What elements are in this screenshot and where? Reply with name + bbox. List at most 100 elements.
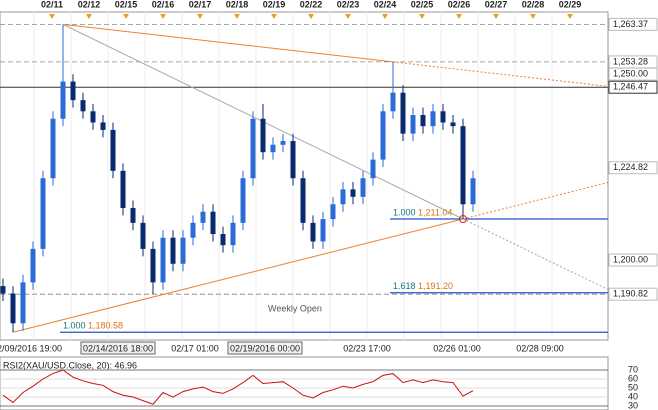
y-tick-label: 1,263.37 [613,19,648,29]
bottom-date: 02/09/2016 19:00 [0,343,62,353]
candle-body [310,222,316,242]
rsi-tick-label: 50 [628,382,638,392]
candle-body [10,293,16,324]
fib-value: 1,191.20 [418,281,453,291]
candle-body [130,207,136,223]
candle-body [90,111,96,123]
marker [459,214,467,223]
candle-body [470,178,476,205]
top-date: 02/18 [226,0,249,9]
annotation: Weekly Open [268,303,322,313]
trendline-ext [462,218,609,290]
candle-body [370,159,376,179]
candle-body [40,178,46,249]
candle-body [260,118,266,153]
top-date: 02/22 [300,0,323,9]
date-marker [197,14,203,19]
candle-body [420,115,426,127]
candle-body [440,111,446,123]
top-date: 02/28 [522,0,545,9]
candle-body [220,234,226,246]
rsi-panel [0,356,609,410]
date-marker [86,14,92,19]
candle-body [380,111,386,160]
candle-body [240,178,246,223]
date-marker [160,14,166,19]
bottom-date: 02/17 01:00 [171,343,219,353]
price-panel [0,11,609,341]
candle-body [180,237,186,264]
candle-body [30,248,36,283]
fib-value: 1,180.58 [88,321,123,331]
candle-body [270,144,276,153]
candle-body [300,178,306,223]
candle-body [0,286,6,294]
rsi-tick-label: 70 [628,364,638,374]
date-marker [567,14,573,19]
date-marker [123,14,129,19]
rsi-label: RSI2(XAU/USD.Close, 20): 46.96 [3,360,137,370]
y-tick-label: 1,253.28 [613,56,648,66]
candle-body [190,222,196,238]
candle-body [400,92,406,134]
candle-body [60,81,66,119]
candle-body [320,219,326,242]
date-marker [456,14,462,19]
candle-body [410,115,416,134]
top-date: 02/23 [337,0,360,9]
fib-ratio: 1.618 [393,281,416,291]
candle-body [340,189,346,205]
candle-body [430,111,436,127]
top-date: 02/26 [448,0,471,9]
bottom-date: 02/28 09:00 [516,343,564,353]
y-tick-label: 1,190.82 [613,289,648,299]
trendline-ext [462,182,609,220]
bottom-date: 02/19/2016 00:00 [230,343,300,353]
fib-ratio: 1.000 [393,207,416,217]
tick-box [608,287,658,301]
top-date: 02/16 [152,0,175,9]
bottom-date: 02/14/2016 18:00 [83,343,153,353]
date-marker [271,14,277,19]
candle-body [350,189,356,197]
top-date: 02/17 [189,0,212,9]
candle-body [50,118,56,179]
trendline-ext [392,61,609,87]
candle-body [250,118,256,179]
candle-body [460,126,466,205]
candle-body [70,81,76,101]
date-marker [419,14,425,19]
candle-body [150,248,156,283]
date-box [80,341,156,355]
top-date: 02/11 [41,0,63,9]
tick-box [608,17,658,31]
date-box [227,341,303,355]
top-date: 02/12 [78,0,101,9]
candle-body [450,122,456,127]
rsi-tick-label: 40 [628,391,638,401]
fib-ratio: 1.000 [63,321,86,331]
candle-body [110,129,116,171]
bottom-date: 02/23 17:00 [343,343,391,353]
date-marker [382,14,388,19]
candle-body [390,92,396,112]
fib-value: 1,211.04 [418,207,452,217]
candle-body [290,141,296,179]
tick-box [608,80,658,94]
date-marker [345,14,351,19]
top-date: 02/27 [485,0,508,9]
date-marker [49,14,55,19]
top-date: 02/19 [263,0,286,9]
trendline [62,23,394,63]
candle-body [280,141,286,145]
candle-body [210,211,216,235]
top-date: 02/25 [411,0,434,9]
candle-body [140,222,146,249]
y-tick-label: 1,200.00 [613,254,648,264]
candle-body [170,237,176,264]
trendline [12,218,464,333]
date-marker [234,14,240,19]
bottom-date: 02/26 01:00 [433,343,481,353]
y-tick-label: 1,224.82 [613,162,648,172]
